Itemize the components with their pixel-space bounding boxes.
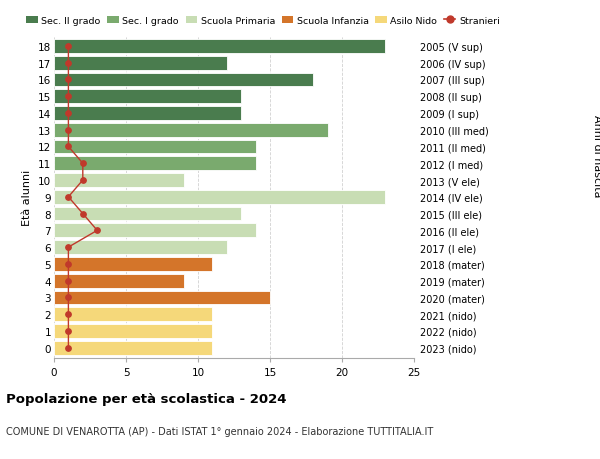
- Point: [64, 344, 73, 352]
- Bar: [54, 308, 212, 321]
- Bar: [54, 40, 385, 54]
- Bar: [54, 107, 241, 121]
- Bar: [54, 341, 212, 355]
- Point: [64, 244, 73, 251]
- Legend: Sec. II grado, Sec. I grado, Scuola Primaria, Scuola Infanzia, Asilo Nido, Stran: Sec. II grado, Sec. I grado, Scuola Prim…: [26, 17, 500, 26]
- Point: [64, 294, 73, 302]
- Bar: [54, 224, 256, 238]
- Bar: [54, 257, 212, 271]
- Bar: [54, 73, 313, 87]
- Bar: [54, 207, 241, 221]
- Point: [64, 261, 73, 268]
- Point: [92, 227, 102, 235]
- Text: Popolazione per età scolastica - 2024: Popolazione per età scolastica - 2024: [6, 392, 287, 405]
- Bar: [54, 56, 227, 70]
- Point: [64, 328, 73, 335]
- Bar: [54, 291, 270, 305]
- Point: [64, 144, 73, 151]
- Point: [64, 60, 73, 67]
- Text: COMUNE DI VENAROTTA (AP) - Dati ISTAT 1° gennaio 2024 - Elaborazione TUTTITALIA.: COMUNE DI VENAROTTA (AP) - Dati ISTAT 1°…: [6, 426, 433, 436]
- Point: [64, 77, 73, 84]
- Point: [64, 93, 73, 101]
- Bar: [54, 190, 385, 204]
- Bar: [54, 274, 184, 288]
- Bar: [54, 325, 212, 338]
- Bar: [54, 123, 328, 137]
- Text: Anni di nascita: Anni di nascita: [592, 115, 600, 197]
- Y-axis label: Età alunni: Età alunni: [22, 169, 32, 225]
- Point: [64, 127, 73, 134]
- Point: [64, 311, 73, 318]
- Point: [64, 194, 73, 201]
- Point: [64, 277, 73, 285]
- Point: [64, 110, 73, 118]
- Point: [78, 160, 88, 168]
- Bar: [54, 241, 227, 254]
- Point: [64, 43, 73, 50]
- Bar: [54, 140, 256, 154]
- Bar: [54, 157, 256, 171]
- Bar: [54, 90, 241, 104]
- Bar: [54, 174, 184, 187]
- Point: [78, 210, 88, 218]
- Point: [78, 177, 88, 185]
